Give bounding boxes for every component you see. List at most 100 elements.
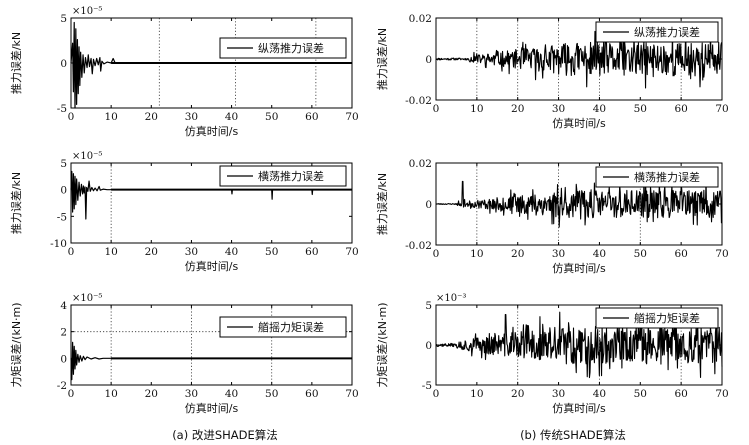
- x-tick-label: 60: [674, 103, 687, 115]
- x-tick-label: 30: [552, 388, 565, 400]
- legend-box: [595, 21, 719, 43]
- x-tick-label: 10: [104, 111, 117, 123]
- x-tick-label: 70: [715, 248, 728, 260]
- panel-b-3: 0 10 20 30 40 50 60 70-505仿真时间/s力矩误差/(kN·m)×10⁻…: [375, 293, 729, 415]
- y-tick-label: -0.02: [405, 95, 432, 107]
- x-tick-label: 0: [68, 388, 75, 400]
- legend-box: [595, 166, 719, 188]
- x-tick-label: 30: [185, 246, 198, 258]
- x-tick-label: 10: [104, 246, 117, 258]
- x-tick-label: 50: [634, 248, 647, 260]
- y-tick-label: 5: [425, 300, 432, 312]
- caption-a: (a) 改进SHADE算法: [172, 428, 278, 442]
- x-tick-label: 50: [634, 388, 647, 400]
- scale-label: ×10⁻⁵: [72, 151, 102, 162]
- y-axis-label: 推力误差/kN: [9, 32, 23, 94]
- panel-a-3: 0 10 20 30 40 50 60 70-2024仿真时间/s力矩误差/(kN·m)×10…: [9, 293, 359, 415]
- y-tick-label: -10: [50, 238, 67, 250]
- y-tick-label: -2: [57, 380, 67, 392]
- x-tick-label: 60: [305, 388, 318, 400]
- scale-label: ×10⁻⁵: [72, 293, 102, 304]
- legend-label: 纵荡推力误差: [634, 25, 700, 39]
- x-tick-label: 20: [145, 388, 158, 400]
- series-line: [435, 28, 723, 89]
- y-tick-label: 2: [60, 327, 67, 339]
- y-tick-label: 5: [60, 13, 67, 25]
- x-tick-label: 20: [145, 246, 158, 258]
- legend-label: 横荡推力误差: [634, 170, 700, 184]
- x-tick-label: 70: [345, 111, 358, 123]
- scale-label: ×10⁻³: [436, 293, 466, 304]
- legend-label: 艏摇力矩误差: [634, 311, 700, 325]
- y-axis-label: 力矩误差/(kN·m): [375, 302, 389, 387]
- x-tick-label: 0: [68, 111, 75, 123]
- y-tick-label: 0: [60, 353, 67, 365]
- y-tick-label: 0.02: [409, 158, 432, 170]
- x-tick-label: 70: [345, 388, 358, 400]
- legend-box: [219, 316, 347, 338]
- series-line: [435, 178, 723, 228]
- panel-a-1: 0 10 20 30 40 50 60 70-505仿真时间/s推力误差/kN×10⁻⁵纵荡推…: [9, 6, 359, 138]
- y-tick-label: 0.02: [409, 13, 432, 25]
- x-tick-label: 0: [68, 246, 75, 258]
- x-tick-label: 0: [433, 388, 440, 400]
- legend-box: [219, 165, 347, 187]
- y-tick-label: -5: [57, 103, 67, 115]
- x-tick-label: 70: [715, 388, 728, 400]
- y-tick-label: 0: [60, 185, 67, 197]
- x-tick-label: 20: [511, 388, 524, 400]
- y-tick-label: -5: [57, 211, 67, 223]
- x-tick-label: 60: [674, 388, 687, 400]
- x-tick-label: 30: [185, 111, 198, 123]
- x-tick-label: 30: [185, 388, 198, 400]
- caption-b: (b) 传统SHADE算法: [520, 428, 626, 442]
- x-axis-label: 仿真时间/s: [552, 261, 606, 275]
- y-tick-label: -0.02: [405, 240, 432, 252]
- y-tick-label: 0: [425, 340, 432, 352]
- axes-frame: [70, 162, 353, 244]
- legend-label: 纵荡推力误差: [258, 41, 324, 55]
- series-line: [70, 341, 352, 381]
- x-tick-label: 30: [552, 248, 565, 260]
- y-axis-label: 力矩误差/(kN·m): [9, 302, 23, 387]
- x-tick-label: 20: [145, 111, 158, 123]
- x-axis-label: 仿真时间/s: [552, 116, 606, 130]
- x-tick-label: 70: [345, 246, 358, 258]
- x-tick-label: 0: [433, 248, 440, 260]
- x-tick-label: 0: [433, 103, 440, 115]
- y-axis-label: 推力误差/kN: [375, 173, 389, 235]
- x-tick-label: 40: [593, 103, 606, 115]
- x-tick-label: 10: [470, 388, 483, 400]
- x-tick-label: 40: [225, 246, 238, 258]
- x-tick-label: 30: [552, 103, 565, 115]
- panel-a-2: 0 10 20 30 40 50 60 70 -10 -5 0 5 仿真时间/s 推力误差/kN ×10⁻⁵…: [9, 151, 359, 273]
- x-axis-label: 仿真时间/s: [185, 401, 239, 415]
- y-tick-label: -5: [422, 380, 432, 392]
- x-tick-label: 40: [593, 388, 606, 400]
- x-axis-label: 仿真时间/s: [552, 401, 606, 415]
- y-tick-label: 0: [425, 199, 432, 211]
- scale-label: ×10⁻⁵: [72, 6, 102, 17]
- legend-box: [595, 307, 719, 329]
- x-tick-label: 50: [265, 111, 278, 123]
- axes-frame: [70, 304, 353, 386]
- series-line: [70, 21, 352, 109]
- y-axis-label: 推力误差/kN: [375, 28, 389, 90]
- x-tick-label: 40: [225, 388, 238, 400]
- x-tick-label: 10: [470, 103, 483, 115]
- x-tick-label: 20: [511, 103, 524, 115]
- x-tick-label: 40: [225, 111, 238, 123]
- y-tick-label: 5: [60, 158, 67, 170]
- x-tick-label: 50: [265, 388, 278, 400]
- x-tick-label: 60: [674, 248, 687, 260]
- y-tick-label: 0: [425, 54, 432, 66]
- x-tick-label: 10: [104, 388, 117, 400]
- x-axis-label: 仿真时间/s: [185, 259, 239, 273]
- series-line: [435, 310, 723, 379]
- x-tick-label: 50: [265, 246, 278, 258]
- legend-box: [219, 37, 347, 59]
- y-tick-label: 0: [60, 58, 67, 70]
